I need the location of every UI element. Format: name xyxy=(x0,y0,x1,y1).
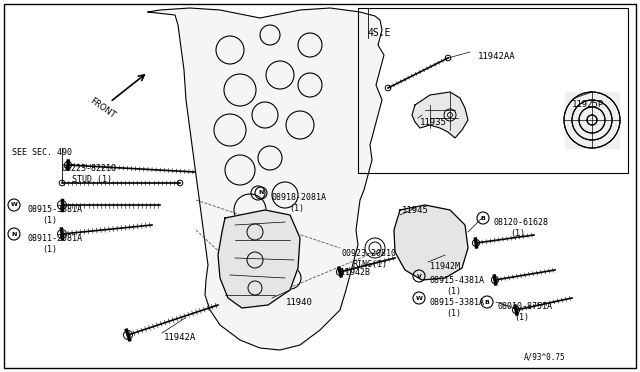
Text: 4S.E: 4S.E xyxy=(368,28,392,38)
Text: 11942A: 11942A xyxy=(164,333,196,342)
Text: V: V xyxy=(417,273,421,279)
Text: N: N xyxy=(259,190,264,196)
Text: (1): (1) xyxy=(514,313,529,322)
Polygon shape xyxy=(565,92,619,148)
Text: A/93^0.75: A/93^0.75 xyxy=(524,352,566,361)
Text: 08918-2081A: 08918-2081A xyxy=(272,193,327,202)
Text: 00923-20810: 00923-20810 xyxy=(342,249,397,258)
Text: FRONT: FRONT xyxy=(88,96,116,120)
Polygon shape xyxy=(412,92,468,138)
Text: 08010-8751A: 08010-8751A xyxy=(498,302,553,311)
Text: 11940: 11940 xyxy=(286,298,313,307)
Text: (1): (1) xyxy=(446,309,461,318)
Text: B: B xyxy=(484,299,490,305)
Text: STUD (1): STUD (1) xyxy=(72,175,112,184)
Text: W: W xyxy=(11,202,17,208)
Text: 08915-3381A: 08915-3381A xyxy=(28,205,83,214)
Text: B: B xyxy=(481,215,485,221)
Text: 11925P: 11925P xyxy=(572,100,604,109)
Text: 08223-82210: 08223-82210 xyxy=(62,164,117,173)
Text: (1): (1) xyxy=(289,204,304,213)
Polygon shape xyxy=(148,8,384,350)
Text: (1): (1) xyxy=(510,229,525,238)
Text: (1): (1) xyxy=(42,216,57,225)
Polygon shape xyxy=(394,205,468,280)
Text: 08915-4381A: 08915-4381A xyxy=(430,276,485,285)
Text: 08911-2081A: 08911-2081A xyxy=(28,234,83,243)
Text: N: N xyxy=(12,231,17,237)
Text: 11942M: 11942M xyxy=(430,262,460,271)
Text: (1): (1) xyxy=(42,245,57,254)
Text: 11945: 11945 xyxy=(402,206,429,215)
Text: 08120-61628: 08120-61628 xyxy=(494,218,549,227)
Text: 08915-3381A: 08915-3381A xyxy=(430,298,485,307)
Text: 11942B: 11942B xyxy=(340,268,370,277)
Text: SEE SEC. 490: SEE SEC. 490 xyxy=(12,148,72,157)
Text: 11942AA: 11942AA xyxy=(478,52,516,61)
Text: RING(1): RING(1) xyxy=(352,260,387,269)
Text: 11935: 11935 xyxy=(420,118,447,127)
Text: (1): (1) xyxy=(446,287,461,296)
Text: W: W xyxy=(415,295,422,301)
Polygon shape xyxy=(218,210,300,308)
